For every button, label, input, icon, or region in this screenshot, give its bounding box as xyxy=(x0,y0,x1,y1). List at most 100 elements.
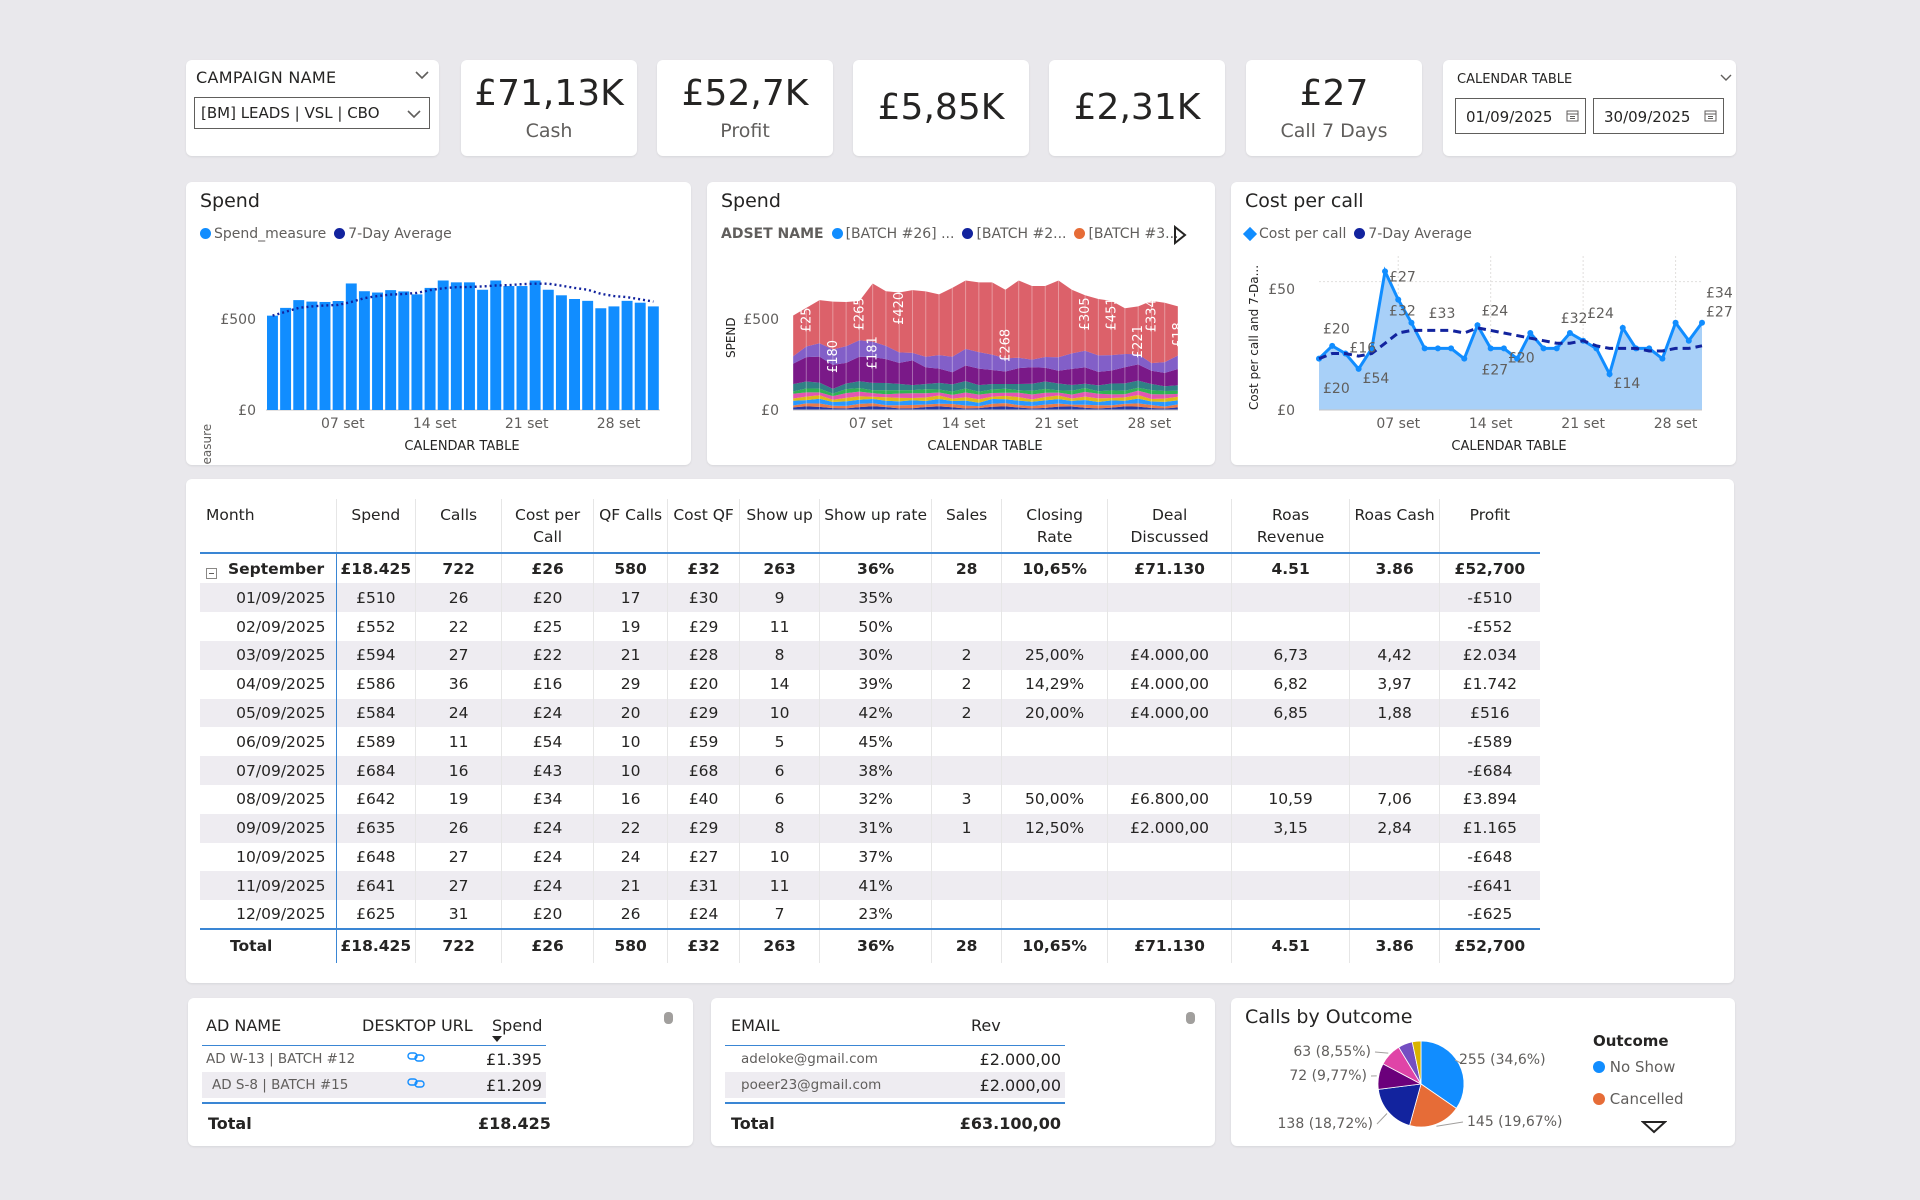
legend-item[interactable]: [BATCH #2... xyxy=(962,226,1066,242)
table-row[interactable]: 11/09/2025 £641 27 £24 21 £31 11 41% -£641 xyxy=(200,871,1540,901)
spend-bar[interactable] xyxy=(385,290,397,410)
data-point[interactable] xyxy=(1395,296,1402,303)
data-point[interactable] xyxy=(1487,345,1494,352)
data-point[interactable] xyxy=(1368,345,1375,352)
spend-bar[interactable] xyxy=(569,299,580,410)
pie-slice[interactable] xyxy=(1409,1083,1457,1128)
table-row[interactable]: 06/09/2025 £589 11 £54 10 £59 5 45% -£589 xyxy=(200,727,1540,757)
spend-bar[interactable] xyxy=(450,282,462,410)
data-point[interactable] xyxy=(1461,355,1468,362)
spend-bar[interactable] xyxy=(306,301,318,410)
area-series[interactable] xyxy=(793,394,1178,403)
spend-bar[interactable] xyxy=(372,292,383,410)
column-header[interactable]: QF Calls xyxy=(593,499,668,554)
spend-bar[interactable] xyxy=(267,315,278,410)
table-row[interactable]: AD S-8 | BATCH #15 £1.209 xyxy=(202,1072,546,1098)
area-series[interactable] xyxy=(793,390,1178,400)
scrollbar-thumb[interactable] xyxy=(664,1012,673,1024)
data-point[interactable] xyxy=(1408,319,1415,326)
data-point[interactable] xyxy=(1685,337,1692,344)
spend-bar[interactable] xyxy=(516,286,528,410)
area-series[interactable] xyxy=(793,356,1178,389)
link-icon[interactable] xyxy=(407,1077,425,1089)
total-row[interactable]: Total £18.425 722 £26 580 £32 263 36% 28 10,65% £7… xyxy=(200,927,1540,963)
column-header[interactable]: Calls xyxy=(415,499,502,554)
column-header[interactable]: Sales xyxy=(931,499,1002,554)
legend-more-arrow-icon[interactable] xyxy=(1641,1120,1667,1134)
spend-bar[interactable] xyxy=(332,301,344,410)
data-point[interactable] xyxy=(1699,319,1705,326)
data-point[interactable] xyxy=(1355,365,1362,372)
pie-slice[interactable] xyxy=(1377,1083,1422,1126)
spend-bar[interactable] xyxy=(398,291,410,410)
data-point[interactable] xyxy=(1448,345,1455,352)
table-row[interactable]: 03/09/2025 £594 27 £22 21 £28 8 30% 2 25,00% £4.00… xyxy=(200,640,1540,670)
data-point[interactable] xyxy=(1500,345,1507,352)
spend-bar[interactable] xyxy=(424,287,436,410)
spend-adset-area-chart[interactable]: SPEND £500 £0 CALENDAR TABLE £258 £180 £26… xyxy=(707,182,1215,465)
column-header[interactable]: Spend xyxy=(335,499,416,554)
table-row[interactable]: 12/09/2025 £625 31 £20 26 £24 7 23% -£625 xyxy=(200,900,1540,929)
data-point[interactable] xyxy=(1619,324,1626,331)
avg-line[interactable] xyxy=(1318,326,1703,361)
table-row[interactable]: 04/09/2025 £586 36 £16 29 £20 14 39% 2 14,29% £4.0… xyxy=(200,669,1540,699)
spend-bar[interactable] xyxy=(582,300,594,410)
column-header[interactable]: Show up rate xyxy=(819,499,932,554)
area-series[interactable] xyxy=(793,340,1178,373)
column-header[interactable]: AD NAME xyxy=(206,1016,282,1035)
spend-bar[interactable] xyxy=(464,282,475,410)
column-header[interactable]: Spend xyxy=(492,1016,543,1035)
spend-bar[interactable] xyxy=(490,280,502,411)
legend-item[interactable]: Cancelled xyxy=(1593,1090,1684,1108)
column-header[interactable]: Rev xyxy=(971,1016,1001,1035)
table-row[interactable]: 05/09/2025 £584 24 £24 20 £29 10 42% 2 20,00% £4.0… xyxy=(200,698,1540,728)
table-row[interactable]: 09/09/2025 £635 26 £24 22 £29 8 31% 1 12,50% £2.00… xyxy=(200,813,1540,843)
table-row[interactable]: 01/09/2025 £510 26 £20 17 £30 9 35% -£510 xyxy=(200,583,1540,613)
spend-bar[interactable] xyxy=(647,306,659,410)
legend-item[interactable]: No Show xyxy=(1593,1058,1675,1076)
data-point[interactable] xyxy=(1434,345,1441,352)
data-point[interactable] xyxy=(1606,371,1613,378)
spend-bar[interactable] xyxy=(621,300,633,410)
calendar-icon[interactable] xyxy=(1704,109,1717,122)
table-row[interactable]: 10/09/2025 £648 27 £24 24 £27 10 37% -£648 xyxy=(200,842,1540,872)
column-header[interactable]: Deal Discussed xyxy=(1107,499,1232,554)
spend-bar[interactable] xyxy=(542,289,554,410)
pie-slice[interactable] xyxy=(1411,1040,1422,1085)
chevron-down-icon[interactable] xyxy=(1720,73,1732,82)
legend-item[interactable]: 7-Day Average xyxy=(334,226,452,242)
data-point[interactable] xyxy=(1553,345,1560,352)
cost-per-call-line-chart[interactable]: Cost per call and 7-Da... £50 £0 CALENDA… xyxy=(1231,182,1736,465)
legend-item[interactable]: [BATCH #26] ... xyxy=(831,226,954,242)
data-point[interactable] xyxy=(1672,319,1679,326)
legend-next-arrow-icon[interactable] xyxy=(1173,225,1187,245)
area-series[interactable] xyxy=(793,380,1178,394)
data-point[interactable] xyxy=(1421,345,1428,352)
pie-slice[interactable] xyxy=(1420,1040,1465,1109)
campaign-dropdown[interactable]: [BM] LEADS | VSL | CBO xyxy=(194,97,430,129)
group-row[interactable]: September £18.425 722 £26 580 £32 263 36% 28 10,6… xyxy=(200,553,1540,584)
legend-item[interactable]: 7-Day Average xyxy=(1354,226,1472,242)
legend-item[interactable]: Spend_measure xyxy=(200,226,326,242)
calendar-icon[interactable] xyxy=(1566,109,1579,122)
area-series[interactable] xyxy=(793,406,1178,410)
spend-bar[interactable] xyxy=(608,306,620,410)
column-header[interactable]: Cost per Call xyxy=(501,499,594,554)
area-series[interactable] xyxy=(793,398,1178,407)
legend-item[interactable]: Cost per call xyxy=(1242,226,1346,242)
column-header[interactable]: Roas Revenue xyxy=(1231,499,1350,554)
column-header[interactable]: EMAIL xyxy=(731,1016,780,1035)
table-row[interactable]: 02/09/2025 £552 22 £25 19 £29 11 50% -£552 xyxy=(200,612,1540,641)
spend-bar[interactable] xyxy=(358,291,370,410)
data-point[interactable] xyxy=(1659,355,1666,362)
column-header[interactable]: Month xyxy=(206,506,255,524)
table-row[interactable]: AD W-13 | BATCH #12 £1.395 xyxy=(202,1046,546,1072)
column-header[interactable]: DESKTOP URL xyxy=(362,1016,473,1035)
spend-bar[interactable] xyxy=(345,283,357,410)
data-point[interactable] xyxy=(1329,342,1336,349)
area-series[interactable] xyxy=(793,403,1178,409)
chevron-down-icon[interactable] xyxy=(415,70,429,80)
spend-bar[interactable] xyxy=(280,307,292,410)
table-row[interactable]: poeer23@gmail.com £2.000,00 xyxy=(725,1072,1065,1098)
data-point[interactable] xyxy=(1514,355,1521,362)
